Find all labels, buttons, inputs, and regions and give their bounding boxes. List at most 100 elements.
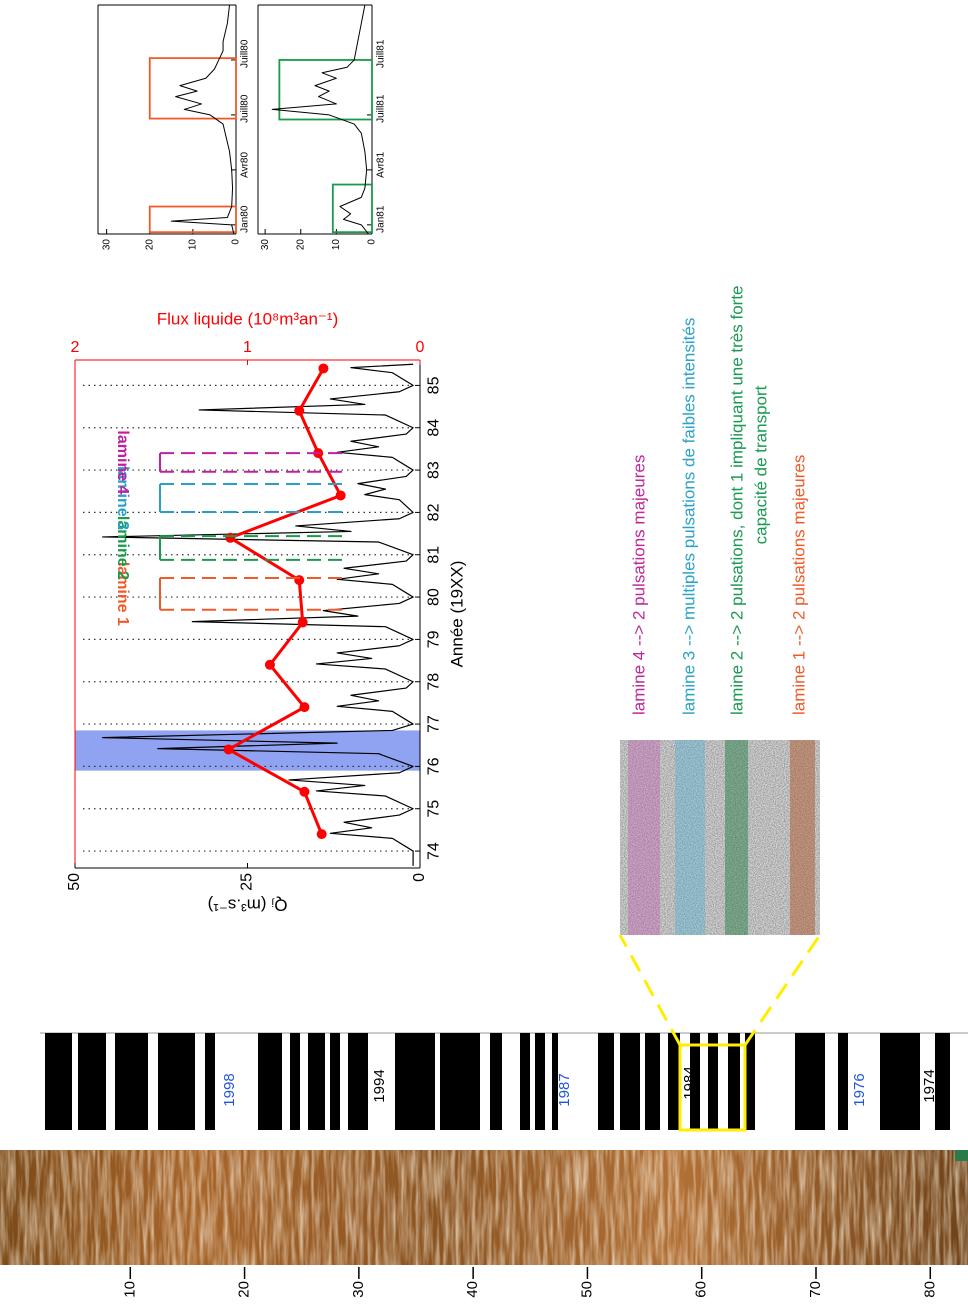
lamina-description: lamine 4 --> 2 pulsations majeures <box>629 455 648 715</box>
lamina-bar <box>645 1033 660 1130</box>
y-tick-label: 50 <box>66 873 83 891</box>
x-tick-label: 80 <box>426 588 443 606</box>
y-tick-label: 0 <box>231 239 242 245</box>
depth-tick-label: 20 <box>236 1281 253 1298</box>
lamina-bar <box>45 1033 72 1130</box>
highlight-box <box>148 57 237 120</box>
y-axis-label: Qⱼ (m³.s⁻¹) <box>208 896 288 915</box>
lamina-description: lamine 1 --> 2 pulsations majeures <box>789 455 808 715</box>
year-label: 1974 <box>921 1069 938 1102</box>
lamina-label: lamine 4 <box>114 430 131 494</box>
lamina-bar <box>290 1033 300 1130</box>
lamina-bar <box>78 1033 106 1130</box>
x-tick-label: Avr81 <box>376 151 387 177</box>
series-line <box>227 367 343 835</box>
band-lamine-1 <box>790 740 815 935</box>
x-tick-label: Jan81 <box>376 205 387 233</box>
x-tick-label: 82 <box>426 503 443 521</box>
y-tick-label: 30 <box>101 239 112 251</box>
lamina-bar <box>330 1033 340 1130</box>
series-marker <box>297 617 308 628</box>
x-tick-label: 78 <box>426 673 443 691</box>
y2-tick-label: 2 <box>71 339 80 356</box>
series-marker <box>318 363 329 374</box>
lamina-bar <box>838 1033 848 1130</box>
lamina-description: capacité de transport <box>751 385 770 544</box>
series-line <box>170 4 235 235</box>
lamina-bar <box>535 1033 545 1130</box>
x-tick-label: 76 <box>426 757 443 775</box>
x-tick-label: 83 <box>426 461 443 479</box>
highlight-box <box>278 59 373 121</box>
lamina-label: lamine 1 <box>114 562 131 626</box>
zoom-line <box>618 934 682 1046</box>
x-tick-label: 81 <box>426 546 443 564</box>
y-tick-label: 0 <box>367 239 378 245</box>
depth-tick-label: 70 <box>807 1281 824 1298</box>
thin-section-texture <box>620 740 820 935</box>
y-tick-label: 30 <box>260 239 271 251</box>
highlight-box <box>331 183 373 234</box>
depth-tick-label: 80 <box>921 1281 938 1298</box>
y2-tick-label: 0 <box>416 339 425 356</box>
x-axis-label: Année (19XX) <box>447 561 466 668</box>
lamina-bar <box>205 1033 215 1130</box>
x-tick-label: Avr80 <box>240 151 251 177</box>
series-marker <box>225 532 236 543</box>
lamina-label: lamine 3 <box>114 466 131 530</box>
series-line <box>102 363 414 866</box>
core-texture <box>0 1150 968 1265</box>
depth-tick-label: 50 <box>578 1281 595 1298</box>
x-tick-label: Juill80 <box>240 39 251 68</box>
year-label: 1984 <box>681 1066 698 1099</box>
y-tick-label: 25 <box>239 873 256 891</box>
x-tick-label: Juill80 <box>240 94 251 123</box>
lamina-bar <box>880 1033 920 1130</box>
year-label: 1998 <box>221 1073 238 1106</box>
lamina-bar <box>490 1033 502 1130</box>
x-tick-label: Juill81 <box>376 39 387 68</box>
depth-tick-label: 40 <box>464 1281 481 1298</box>
lamina-bar <box>795 1033 825 1130</box>
lamina-bar <box>668 1033 680 1130</box>
lamina-bar <box>745 1033 755 1130</box>
lamina-bar <box>395 1033 435 1130</box>
x-tick-label: 77 <box>426 715 443 733</box>
lamina-bar <box>308 1033 325 1130</box>
lamina-bar <box>520 1033 530 1130</box>
series-marker <box>316 829 327 840</box>
x-tick-label: Jan80 <box>240 205 251 233</box>
y-tick-label: 0 <box>411 873 428 882</box>
lamina-bar <box>552 1033 558 1130</box>
depth-tick-label: 60 <box>693 1281 710 1298</box>
lamina-description: lamine 3 --> multiples pulsations de fai… <box>679 318 698 715</box>
year-label: 1987 <box>556 1073 573 1106</box>
series-marker <box>294 405 305 416</box>
depth-tick-label: 30 <box>350 1281 367 1298</box>
y-tick-label: 20 <box>295 239 306 251</box>
x-tick-label: Juill81 <box>376 94 387 123</box>
series-marker <box>294 575 305 586</box>
zoom-line <box>743 934 822 1046</box>
series-marker <box>299 786 310 797</box>
series-line <box>271 4 369 235</box>
x-tick-label: 79 <box>426 630 443 648</box>
lamina-bar <box>115 1033 148 1130</box>
x-tick-label: 74 <box>426 842 443 860</box>
lamina-bar <box>348 1033 368 1130</box>
lamina-label: lamine 2 <box>114 516 131 580</box>
zoom-box <box>678 1043 747 1132</box>
band-lamine-2 <box>725 740 748 935</box>
series-marker <box>299 702 310 713</box>
series-marker <box>223 744 234 755</box>
band-lamine-3 <box>675 740 705 935</box>
y2-axis-label: Flux liquide (10⁸m³an⁻¹) <box>157 309 338 328</box>
lamina-bar <box>620 1033 640 1130</box>
y-tick-label: 10 <box>331 239 342 251</box>
core-edge <box>955 1150 968 1161</box>
lamina-bar <box>598 1033 614 1130</box>
y-tick-label: 20 <box>144 239 155 251</box>
y-tick-label: 10 <box>188 239 199 251</box>
depth-tick-label: 10 <box>121 1281 138 1298</box>
